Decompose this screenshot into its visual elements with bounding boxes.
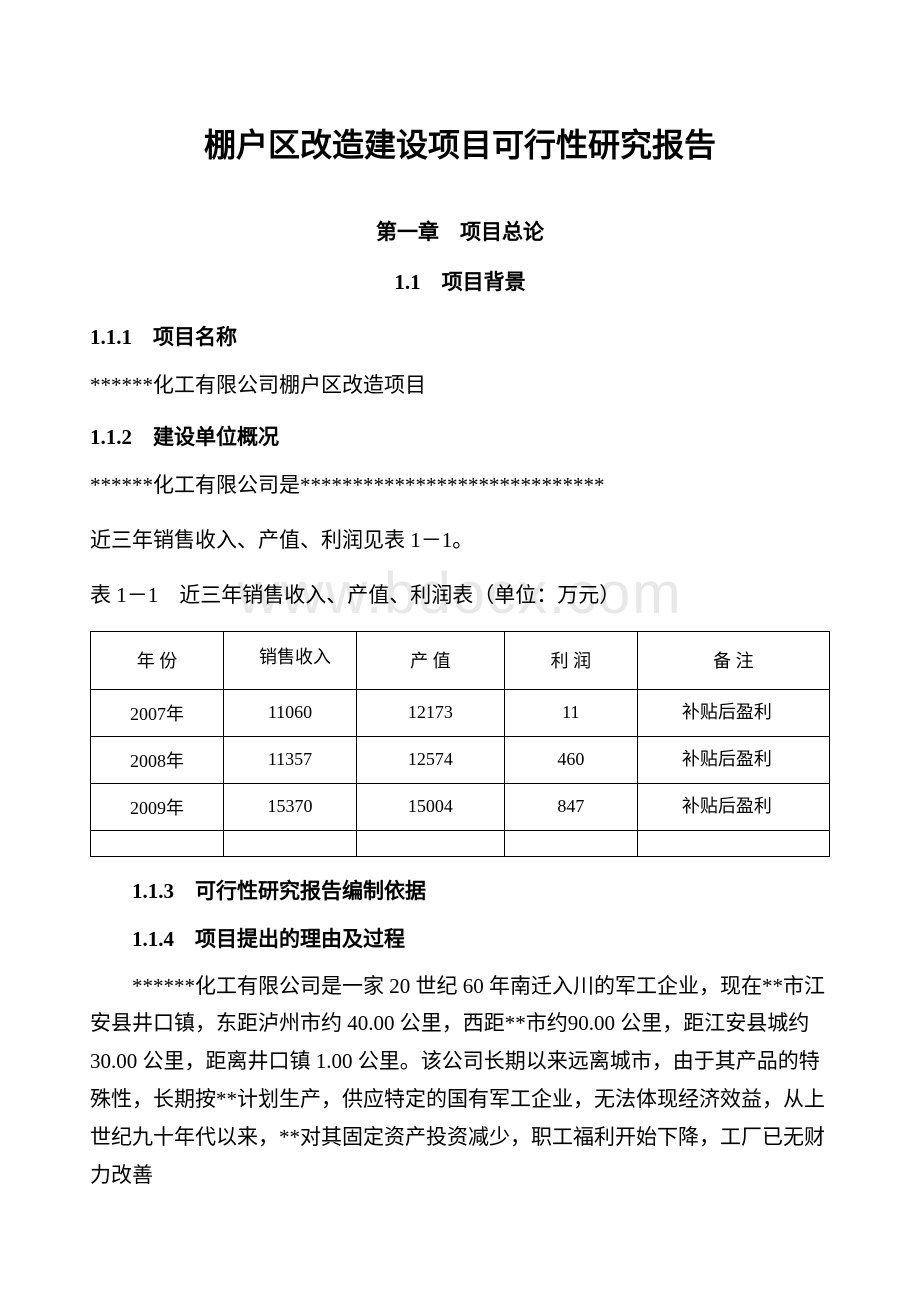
cell-sales: 15370 (224, 783, 357, 830)
financial-table: 年 份 销售收入 产 值 利 润 备 注 2007年 11060 12173 1… (90, 631, 830, 857)
th-sales: 销售收入 (224, 631, 357, 689)
th-year: 年 份 (91, 631, 224, 689)
cell-note: 补贴后盈利 (637, 736, 829, 783)
table-header-row: 年 份 销售收入 产 值 利 润 备 注 (91, 631, 830, 689)
cell-production: 12574 (357, 736, 505, 783)
empty-cell (637, 830, 829, 856)
chapter-title: 第一章 项目总论 (90, 216, 830, 246)
empty-cell (504, 830, 637, 856)
empty-cell (357, 830, 505, 856)
table-empty-row (91, 830, 830, 856)
cell-production: 12173 (357, 689, 505, 736)
text-table-ref: 近三年销售收入、产值、利润见表 1－1。 (90, 521, 830, 561)
table-row: 2009年 15370 15004 847 补贴后盈利 (91, 783, 830, 830)
heading-1-1-4: 1.1.4 项目提出的理由及过程 (90, 923, 830, 953)
th-production: 产 值 (357, 631, 505, 689)
cell-note: 补贴后盈利 (637, 783, 829, 830)
table-row: 2007年 11060 12173 11 补贴后盈利 (91, 689, 830, 736)
empty-cell (224, 830, 357, 856)
table-row: 2008年 11357 12574 460 补贴后盈利 (91, 736, 830, 783)
cell-production: 15004 (357, 783, 505, 830)
cell-note: 补贴后盈利 (637, 689, 829, 736)
cell-profit: 847 (504, 783, 637, 830)
document-title: 棚户区改造建设项目可行性研究报告 (90, 120, 830, 166)
heading-1-1-3: 1.1.3 可行性研究报告编制依据 (90, 875, 830, 905)
cell-year: 2007年 (91, 689, 224, 736)
cell-year: 2009年 (91, 783, 224, 830)
cell-sales: 11357 (224, 736, 357, 783)
cell-sales: 11060 (224, 689, 357, 736)
th-note: 备 注 (637, 631, 829, 689)
heading-1-1-2: 1.1.2 建设单位概况 (90, 421, 830, 451)
cell-profit: 460 (504, 736, 637, 783)
section-1-1-title: 1.1 项目背景 (90, 266, 830, 296)
th-profit: 利 润 (504, 631, 637, 689)
cell-profit: 11 (504, 689, 637, 736)
text-project-reason: ******化工有限公司是一家 20 世纪 60 年南迁入川的军工企业，现在**… (90, 968, 830, 1195)
table-caption: 表 1－1 近三年销售收入、产值、利润表（单位：万元） (90, 576, 830, 616)
empty-cell (91, 830, 224, 856)
cell-year: 2008年 (91, 736, 224, 783)
text-company-intro: ******化工有限公司是***************************… (90, 466, 830, 506)
text-project-name: ******化工有限公司棚户区改造项目 (90, 366, 830, 406)
heading-1-1-1: 1.1.1 项目名称 (90, 321, 830, 351)
document-content: 棚户区改造建设项目可行性研究报告 第一章 项目总论 1.1 项目背景 1.1.1… (90, 120, 830, 1194)
